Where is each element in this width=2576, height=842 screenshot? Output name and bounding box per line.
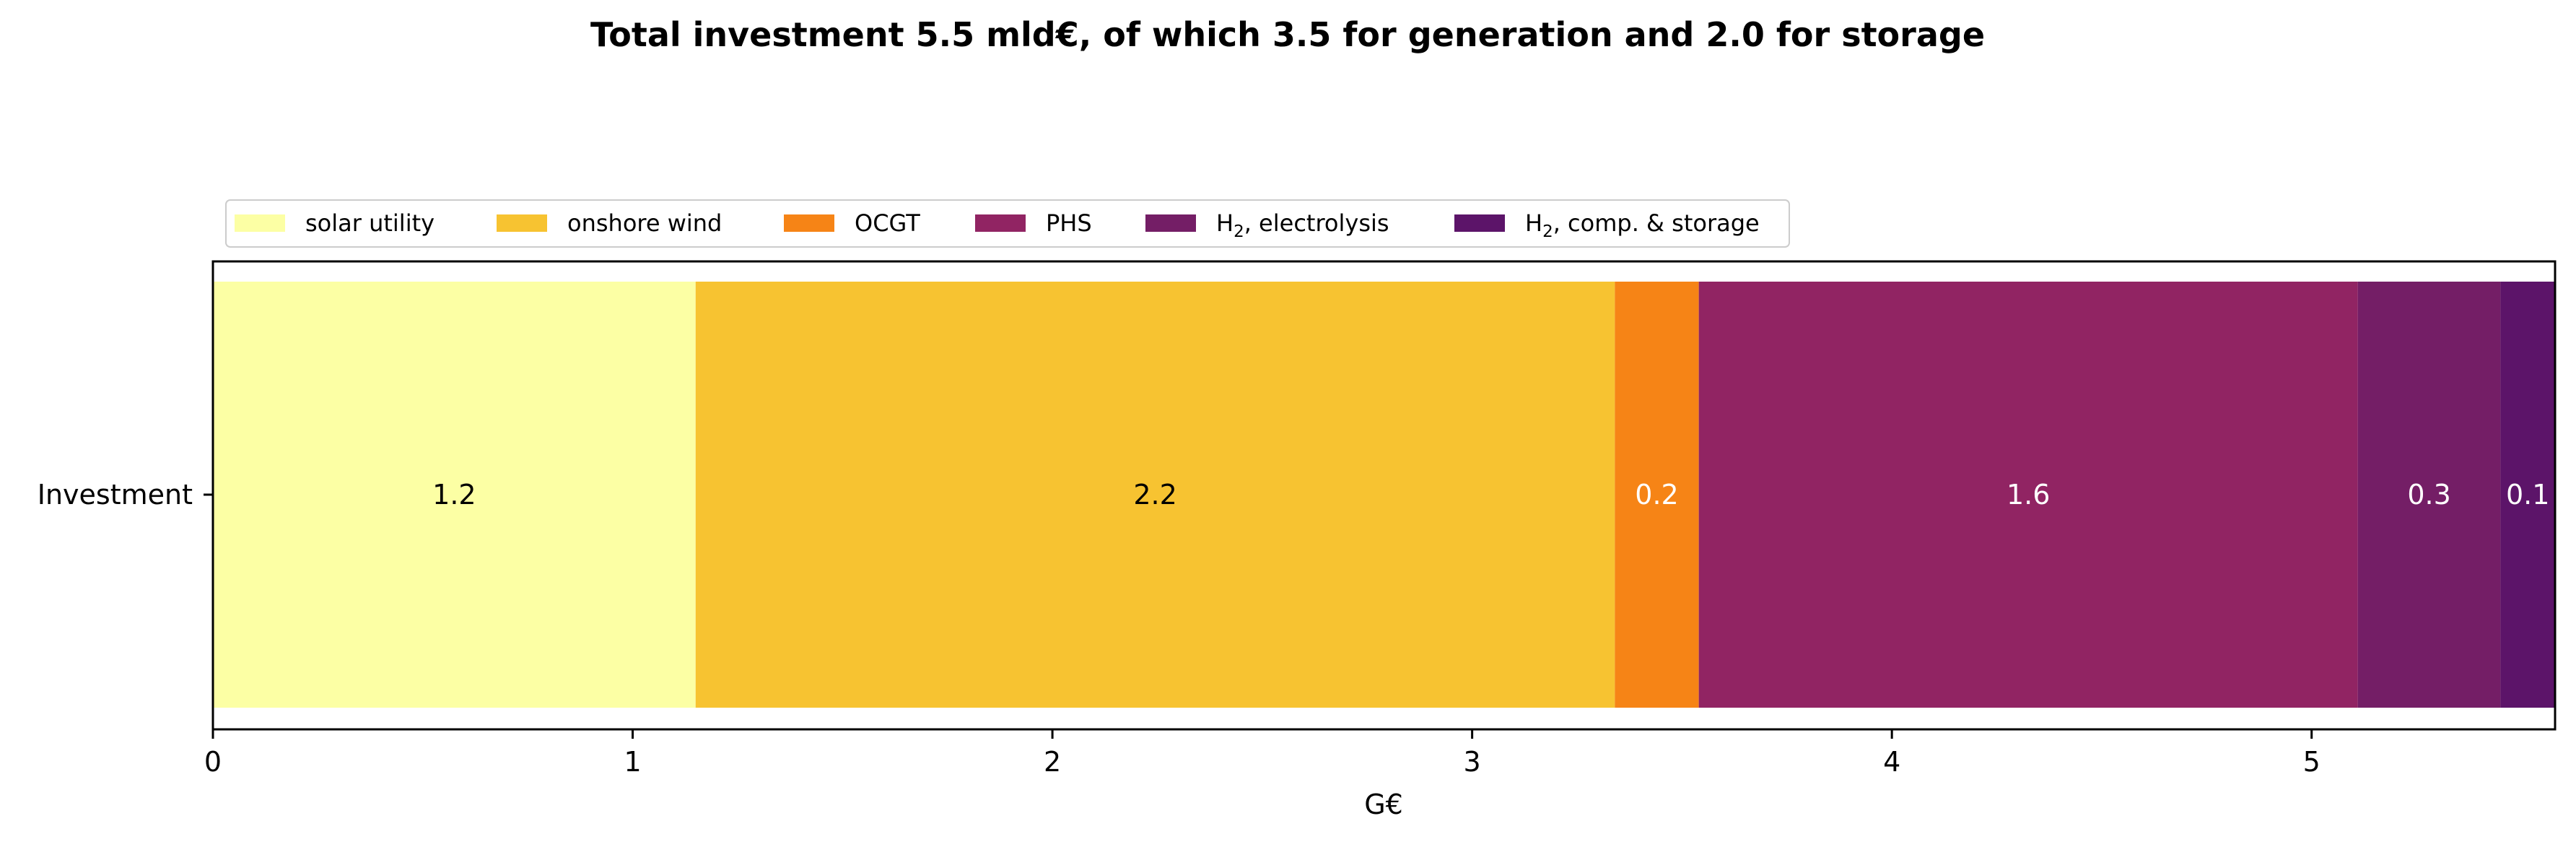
x-tick-label: 4 — [1883, 746, 1900, 778]
bar-labels: 1.2 2.2 0.2 1.6 0.3 0.1 — [432, 479, 2549, 511]
bar-segment — [1698, 282, 2358, 708]
legend-label: onshore wind — [567, 209, 722, 237]
x-axis-label: G€ — [1364, 789, 1403, 820]
bars — [213, 282, 2555, 708]
legend-label: H2, electrolysis — [1216, 209, 1389, 241]
bar-segment — [2500, 282, 2555, 708]
legend-label: H2, comp. & storage — [1525, 209, 1760, 241]
bar-value-label: 1.2 — [432, 479, 476, 511]
bar-segment — [1615, 282, 1699, 708]
chart-title: Total investment 5.5 mld€, of which 3.5 … — [590, 15, 1985, 54]
legend-swatch — [1145, 214, 1196, 232]
bar-value-label: 1.6 — [2007, 479, 2050, 511]
x-axis: 0 1 2 3 4 5 — [204, 729, 2320, 778]
x-tick-label: 2 — [1044, 746, 1061, 778]
legend-swatch — [784, 214, 834, 232]
legend-label: PHS — [1046, 209, 1092, 237]
y-axis: Investment — [38, 479, 213, 511]
bar-value-label: 2.2 — [1133, 479, 1176, 511]
bar-value-label: 0.1 — [2506, 479, 2549, 511]
bar-segment — [695, 282, 1615, 708]
y-tick-label: Investment — [38, 479, 193, 511]
legend-swatch — [235, 214, 285, 232]
bar-value-label: 0.3 — [2407, 479, 2450, 511]
x-tick-label: 5 — [2303, 746, 2320, 778]
legend-swatch — [975, 214, 1026, 232]
legend-label: OCGT — [855, 209, 920, 237]
x-tick-label: 1 — [624, 746, 641, 778]
x-tick-label: 3 — [1464, 746, 1481, 778]
x-tick-label: 0 — [204, 746, 222, 778]
legend-swatch — [497, 214, 547, 232]
bar-segment — [2357, 282, 2501, 708]
bar-value-label: 0.2 — [1635, 479, 1678, 511]
legend-label: solar utility — [305, 209, 435, 237]
legend: solar utility onshore wind OCGT PHS H2, elec… — [225, 199, 1790, 248]
legend-swatch — [1454, 214, 1505, 232]
bar-segment — [213, 282, 696, 708]
